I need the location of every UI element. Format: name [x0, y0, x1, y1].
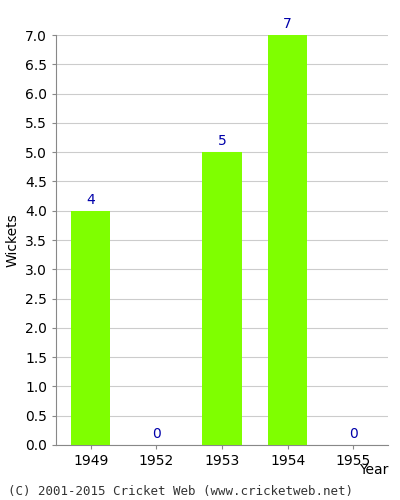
Bar: [202, 152, 242, 445]
Text: Year: Year: [359, 462, 388, 476]
Text: 0: 0: [152, 427, 161, 441]
Y-axis label: Wickets: Wickets: [6, 213, 20, 267]
Bar: [268, 35, 307, 445]
Text: 7: 7: [283, 17, 292, 31]
Bar: [71, 210, 110, 445]
Text: 5: 5: [218, 134, 226, 148]
Text: 4: 4: [86, 192, 95, 206]
Text: (C) 2001-2015 Cricket Web (www.cricketweb.net): (C) 2001-2015 Cricket Web (www.cricketwe…: [8, 484, 353, 498]
Text: 0: 0: [349, 427, 358, 441]
